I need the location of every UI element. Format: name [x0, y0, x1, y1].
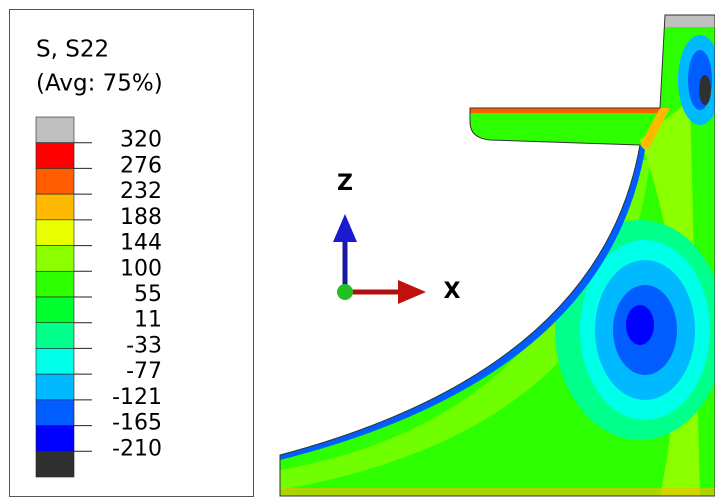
- legend-band: [36, 451, 74, 477]
- legend-band: [36, 117, 74, 143]
- legend-band: [36, 297, 74, 323]
- legend-band: [36, 323, 74, 349]
- legend-label: 188: [120, 205, 162, 230]
- legend-band: [36, 194, 74, 220]
- x-axis-label: X: [444, 279, 461, 304]
- legend-band: [36, 220, 74, 246]
- legend-title: S, S22: [36, 37, 109, 63]
- legend-band: [36, 168, 74, 194]
- legend-label: -33: [126, 333, 162, 358]
- legend-label: 144: [120, 231, 162, 256]
- legend-band: [36, 374, 74, 400]
- legend-label: 232: [120, 179, 162, 204]
- z-axis-label: Z: [337, 171, 353, 196]
- legend-label: -77: [126, 359, 162, 384]
- page: S, S22 (Avg: 75%) 3202762321881441005511…: [0, 0, 715, 499]
- legend-band: [36, 426, 74, 452]
- legend-label: 320: [120, 128, 162, 153]
- legend-subtitle: (Avg: 75%): [36, 71, 163, 97]
- legend-label: -165: [112, 411, 162, 436]
- legend-band: [36, 271, 74, 297]
- legend-label: 55: [134, 282, 162, 307]
- viewport: S, S22 (Avg: 75%) 3202762321881441005511…: [0, 0, 715, 499]
- legend-band: [36, 246, 74, 272]
- legend-label: 100: [120, 256, 162, 281]
- legend-label: -210: [112, 436, 162, 461]
- legend-band: [36, 143, 74, 169]
- legend-label: -121: [112, 385, 162, 410]
- legend-band: [36, 348, 74, 374]
- legend-label: 276: [120, 153, 162, 178]
- legend-label: 11: [134, 308, 162, 333]
- legend-band: [36, 400, 74, 426]
